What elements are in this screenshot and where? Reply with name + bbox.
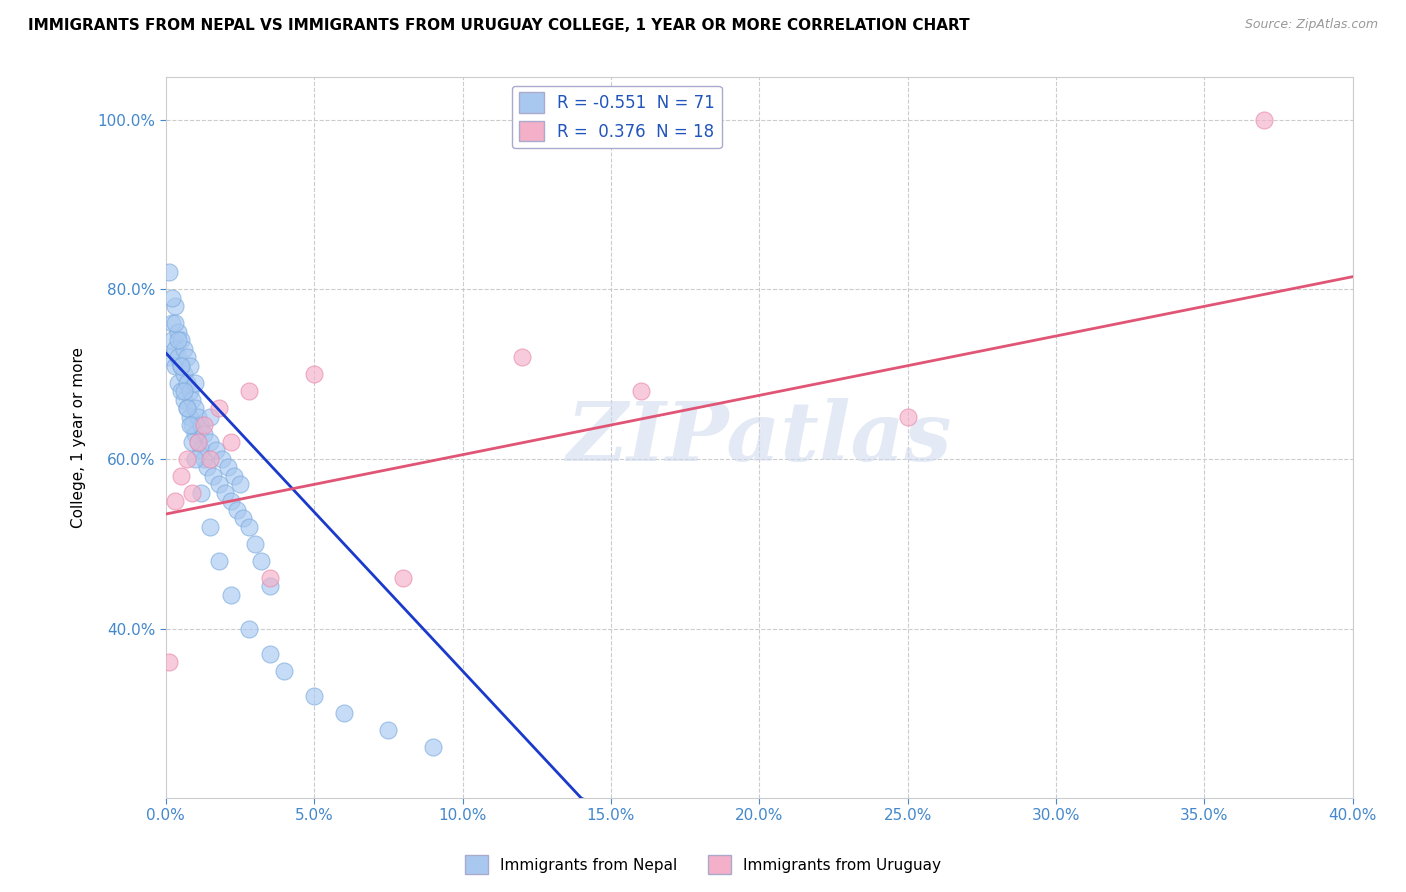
Point	[181, 417, 204, 432]
Point	[193, 417, 215, 432]
Point	[181, 435, 204, 450]
Point	[219, 435, 242, 450]
Point	[190, 486, 212, 500]
Point	[166, 350, 188, 364]
Point	[184, 376, 207, 390]
Point	[214, 486, 236, 500]
Point	[176, 350, 198, 364]
Point	[176, 401, 198, 415]
Point	[179, 359, 201, 373]
Point	[163, 494, 186, 508]
Point	[184, 426, 207, 441]
Point	[238, 384, 260, 398]
Point	[173, 367, 195, 381]
Point	[302, 690, 325, 704]
Point	[160, 291, 183, 305]
Text: Source: ZipAtlas.com: Source: ZipAtlas.com	[1244, 18, 1378, 31]
Point	[176, 401, 198, 415]
Point	[193, 426, 215, 441]
Point	[238, 622, 260, 636]
Point	[510, 350, 533, 364]
Point	[392, 571, 415, 585]
Point	[238, 520, 260, 534]
Point	[195, 460, 218, 475]
Point	[166, 376, 188, 390]
Point	[259, 579, 281, 593]
Text: ZIPatlas: ZIPatlas	[567, 398, 952, 478]
Point	[897, 409, 920, 424]
Point	[219, 588, 242, 602]
Point	[243, 537, 266, 551]
Point	[187, 435, 209, 450]
Point	[173, 392, 195, 407]
Point	[187, 409, 209, 424]
Point	[200, 409, 222, 424]
Point	[179, 417, 201, 432]
Point	[200, 452, 222, 467]
Point	[181, 392, 204, 407]
Point	[181, 486, 204, 500]
Point	[163, 359, 186, 373]
Y-axis label: College, 1 year or more: College, 1 year or more	[72, 347, 86, 528]
Point	[169, 359, 191, 373]
Point	[377, 723, 399, 738]
Point	[173, 342, 195, 356]
Point	[422, 740, 444, 755]
Point	[630, 384, 652, 398]
Point	[166, 333, 188, 347]
Point	[208, 477, 231, 491]
Point	[208, 554, 231, 568]
Point	[229, 477, 252, 491]
Point	[166, 325, 188, 339]
Point	[200, 520, 222, 534]
Point	[163, 342, 186, 356]
Point	[232, 511, 254, 525]
Point	[208, 401, 231, 415]
Point	[200, 435, 222, 450]
Point	[222, 469, 245, 483]
Point	[273, 664, 295, 678]
Point	[1253, 112, 1275, 127]
Point	[160, 316, 183, 330]
Point	[190, 417, 212, 432]
Point	[217, 460, 239, 475]
Point	[169, 359, 191, 373]
Point	[163, 299, 186, 313]
Point	[184, 401, 207, 415]
Point	[184, 452, 207, 467]
Point	[249, 554, 271, 568]
Point	[211, 452, 233, 467]
Point	[169, 469, 191, 483]
Legend: R = -0.551  N = 71, R =  0.376  N = 18: R = -0.551 N = 71, R = 0.376 N = 18	[512, 86, 721, 148]
Point	[176, 452, 198, 467]
Point	[163, 316, 186, 330]
Point	[169, 333, 191, 347]
Point	[160, 333, 183, 347]
Point	[226, 503, 249, 517]
Point	[193, 452, 215, 467]
Point	[187, 435, 209, 450]
Point	[190, 443, 212, 458]
Legend: Immigrants from Nepal, Immigrants from Uruguay: Immigrants from Nepal, Immigrants from U…	[458, 849, 948, 880]
Point	[219, 494, 242, 508]
Point	[205, 443, 228, 458]
Point	[179, 384, 201, 398]
Point	[169, 384, 191, 398]
Point	[259, 647, 281, 661]
Point	[157, 350, 180, 364]
Point	[333, 706, 356, 721]
Point	[173, 384, 195, 398]
Point	[259, 571, 281, 585]
Point	[202, 469, 225, 483]
Point	[176, 376, 198, 390]
Point	[157, 656, 180, 670]
Point	[179, 409, 201, 424]
Point	[302, 367, 325, 381]
Point	[157, 265, 180, 279]
Text: IMMIGRANTS FROM NEPAL VS IMMIGRANTS FROM URUGUAY COLLEGE, 1 YEAR OR MORE CORRELA: IMMIGRANTS FROM NEPAL VS IMMIGRANTS FROM…	[28, 18, 970, 33]
